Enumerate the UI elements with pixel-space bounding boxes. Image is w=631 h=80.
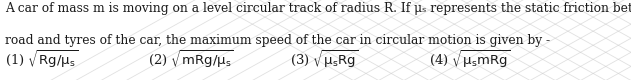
Text: (4) $\sqrt{\mathrm{\mu_s mRg}}$: (4) $\sqrt{\mathrm{\mu_s mRg}}$	[429, 48, 510, 70]
Text: (1) $\sqrt{\mathrm{Rg/\mu_s}}$: (1) $\sqrt{\mathrm{Rg/\mu_s}}$	[5, 48, 78, 70]
Text: road and tyres of the car, the maximum speed of the car in circular motion is gi: road and tyres of the car, the maximum s…	[5, 34, 550, 47]
Text: (3) $\sqrt{\mathrm{\mu_s Rg}}$: (3) $\sqrt{\mathrm{\mu_s Rg}}$	[290, 48, 359, 70]
Text: A car of mass m is moving on a level circular track of radius R. If μₛ represent: A car of mass m is moving on a level cir…	[5, 2, 631, 15]
Text: (2) $\sqrt{\mathrm{mRg/\mu_s}}$: (2) $\sqrt{\mathrm{mRg/\mu_s}}$	[148, 48, 234, 70]
